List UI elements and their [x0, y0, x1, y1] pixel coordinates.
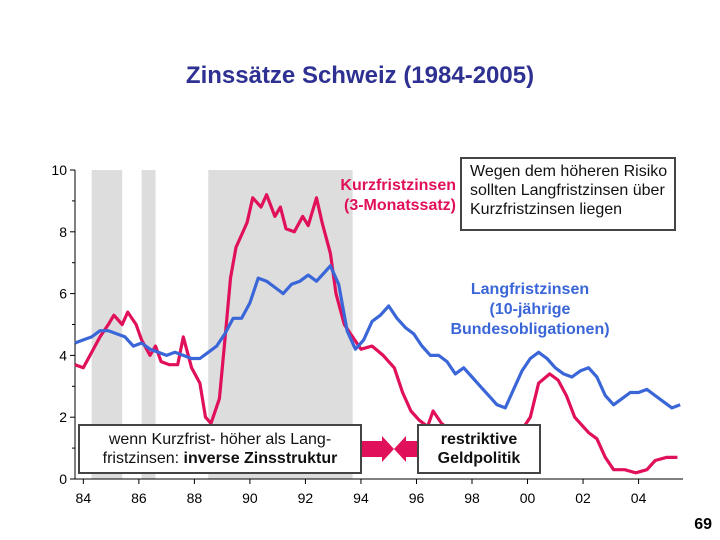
x-tick-label: 96 [409, 490, 425, 506]
restrictive-note-line: Geldpolitik [437, 450, 521, 467]
x-tick-label: 86 [131, 490, 147, 506]
y-tick-label: 6 [59, 286, 67, 302]
inverse-note-plain: fristzinsen: [102, 450, 184, 467]
risk-note-line: Wegen dem höheren Risiko [470, 163, 668, 180]
x-tick-label: 00 [520, 490, 536, 506]
y-tick-label: 0 [59, 471, 67, 487]
risk-note-box: Wegen dem höheren Risiko sollten Langfri… [460, 157, 676, 231]
restrictive-arrow [394, 436, 417, 462]
x-tick-label: 04 [631, 490, 647, 506]
short-rate-label-line: Kurzfristzinsen [340, 177, 456, 194]
long-rate-label: Langfristzinsen (10-jährige Bundesobliga… [430, 280, 630, 340]
inverse-note-line: fristzinsen: inverse Zinsstruktur [80, 449, 360, 468]
x-tick-label: 98 [464, 490, 480, 506]
y-tick-label: 4 [59, 347, 67, 363]
x-tick-label: 92 [298, 490, 314, 506]
restrictive-note-line: restriktive [440, 431, 518, 448]
page-number: 69 [694, 516, 712, 533]
long-rate-label-line: Langfristzinsen [470, 281, 590, 298]
y-tick-label: 8 [59, 224, 67, 240]
long-rate-label-line: Bundesobligationen) [450, 321, 610, 338]
x-tick-label: 02 [575, 490, 591, 506]
restrictive-policy-note: restriktive Geldpolitik [417, 424, 541, 474]
risk-note-line: Kurzfristzinsen liegen [470, 201, 623, 218]
long-rate-line [74, 264, 681, 410]
inverse-structure-note: wenn Kurzfrist- höher als Lang- fristzin… [78, 424, 362, 474]
inverse-note-bold: inverse Zinsstruktur [183, 450, 338, 467]
x-tick-label: 90 [242, 490, 258, 506]
series-lines [74, 193, 681, 475]
inverse-arrow [362, 436, 394, 462]
short-rate-line [74, 193, 678, 475]
long-rate-label-line: (10-jährige [489, 301, 571, 318]
inverse-note-line: wenn Kurzfrist- höher als Lang- [108, 431, 332, 448]
shaded-period [141, 170, 156, 479]
annotation-arrows [362, 436, 417, 462]
chart-title: Zinssätze Schweiz (1984-2005) [185, 62, 535, 89]
y-tick-label: 2 [59, 409, 67, 425]
x-tick-label: 94 [353, 490, 369, 506]
x-tick-label: 84 [76, 490, 92, 506]
short-rate-label-line: (3-Monatssatz) [343, 197, 456, 214]
short-rate-label: Kurzfristzinsen (3-Monatssatz) [320, 176, 456, 216]
risk-note-line: sollten Langfristzinsen über [470, 182, 665, 199]
x-tick-label: 88 [187, 490, 203, 506]
y-tick-label: 10 [51, 162, 67, 178]
